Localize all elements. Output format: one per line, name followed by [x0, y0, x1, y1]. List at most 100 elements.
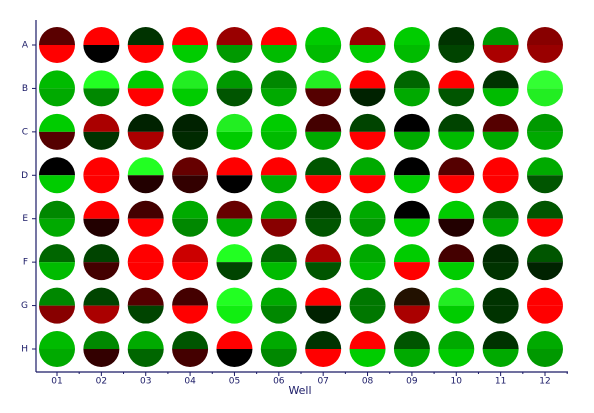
y-tick-label: B	[22, 84, 28, 94]
well-bottom-half	[39, 88, 75, 107]
well-bottom-half	[127, 218, 164, 237]
well-bottom-half	[482, 218, 519, 237]
well-top-half	[305, 27, 342, 45]
well-bottom-half	[83, 131, 120, 150]
well-bottom-half	[260, 262, 297, 281]
well-top-half	[260, 157, 297, 176]
well-bottom-half	[172, 305, 209, 324]
well-top-half	[172, 200, 209, 219]
well-bottom-half	[527, 305, 563, 324]
x-tick-label: 07	[317, 377, 328, 387]
well-top-half	[172, 27, 209, 45]
well-bottom-half	[527, 45, 563, 63]
well-bottom-half	[349, 88, 386, 107]
well-bottom-half	[216, 175, 253, 194]
well-bottom-half	[349, 175, 386, 194]
well-bottom-half	[172, 131, 209, 150]
well-bottom-half	[393, 218, 430, 237]
well-top-half	[527, 113, 563, 132]
well-top-half	[482, 113, 519, 132]
well-bottom-half	[393, 45, 430, 63]
well-bottom-half	[305, 305, 342, 324]
well-top-half	[216, 27, 253, 45]
well-top-half	[83, 331, 120, 349]
well-top-half	[393, 70, 430, 89]
well-top-half	[349, 70, 386, 89]
x-tick-label: 04	[184, 377, 196, 387]
well-top-half	[349, 113, 386, 132]
well-top-half	[305, 244, 342, 263]
well-top-half	[83, 70, 120, 89]
well-top-half	[172, 70, 209, 89]
well-top-half	[172, 287, 209, 306]
well-bottom-half	[393, 305, 430, 324]
x-tick-label: 08	[362, 377, 374, 387]
well-top-half	[216, 244, 253, 263]
well-bottom-half	[260, 88, 297, 107]
well-bottom-half	[305, 349, 342, 367]
y-tick-label: A	[22, 41, 29, 51]
well-top-half	[482, 27, 519, 45]
x-tick-label: 09	[406, 377, 418, 387]
well-bottom-half	[349, 131, 386, 150]
well-bottom-half	[393, 131, 430, 150]
well-bottom-half	[39, 131, 75, 150]
well-top-half	[438, 287, 475, 306]
well-top-half	[260, 200, 297, 219]
well-bottom-half	[83, 175, 120, 194]
well-top-half	[527, 287, 563, 306]
well-top-half	[127, 244, 164, 263]
well-bottom-half	[393, 175, 430, 194]
well-top-half	[438, 157, 475, 176]
well-bottom-half	[83, 45, 120, 63]
well-top-half	[83, 200, 120, 219]
well-top-half	[305, 287, 342, 306]
well-top-half	[127, 200, 164, 219]
well-bottom-half	[349, 305, 386, 324]
well-bottom-half	[39, 218, 75, 237]
well-top-half	[83, 287, 120, 306]
well-top-half	[39, 200, 75, 219]
well-bottom-half	[127, 88, 164, 107]
well-bottom-half	[438, 262, 475, 281]
well-top-half	[172, 113, 209, 132]
well-bottom-half	[172, 262, 209, 281]
well-top-half	[39, 70, 75, 89]
well-top-half	[260, 287, 297, 306]
well-bottom-half	[216, 305, 253, 324]
well-bottom-half	[482, 45, 519, 63]
well-bottom-half	[83, 88, 120, 107]
well-bottom-half	[260, 45, 297, 63]
x-axis-label: Well	[288, 384, 311, 397]
y-tick-label: D	[21, 171, 28, 181]
well-top-half	[216, 287, 253, 306]
well-top-half	[39, 287, 75, 306]
well-bottom-half	[216, 349, 253, 367]
well-top-half	[260, 27, 297, 45]
well-top-half	[482, 287, 519, 306]
well-top-half	[438, 244, 475, 263]
well-bottom-half	[39, 45, 75, 63]
well-top-half	[39, 244, 75, 263]
well-top-half	[349, 157, 386, 176]
well-bottom-half	[83, 349, 120, 367]
well-bottom-half	[216, 262, 253, 281]
well-bottom-half	[260, 218, 297, 237]
well-top-half	[393, 331, 430, 349]
well-top-half	[438, 27, 475, 45]
well-bottom-half	[39, 349, 75, 367]
well-bottom-half	[83, 262, 120, 281]
well-top-half	[393, 157, 430, 176]
well-top-half	[393, 27, 430, 45]
y-tick-label: C	[22, 127, 28, 137]
well-bottom-half	[305, 175, 342, 194]
well-bottom-half	[260, 349, 297, 367]
well-top-half	[482, 200, 519, 219]
well-top-half	[305, 70, 342, 89]
well-bottom-half	[305, 131, 342, 150]
well-top-half	[39, 27, 75, 45]
well-bottom-half	[216, 45, 253, 63]
well-bottom-half	[127, 305, 164, 324]
well-top-half	[305, 157, 342, 176]
well-bottom-half	[438, 175, 475, 194]
